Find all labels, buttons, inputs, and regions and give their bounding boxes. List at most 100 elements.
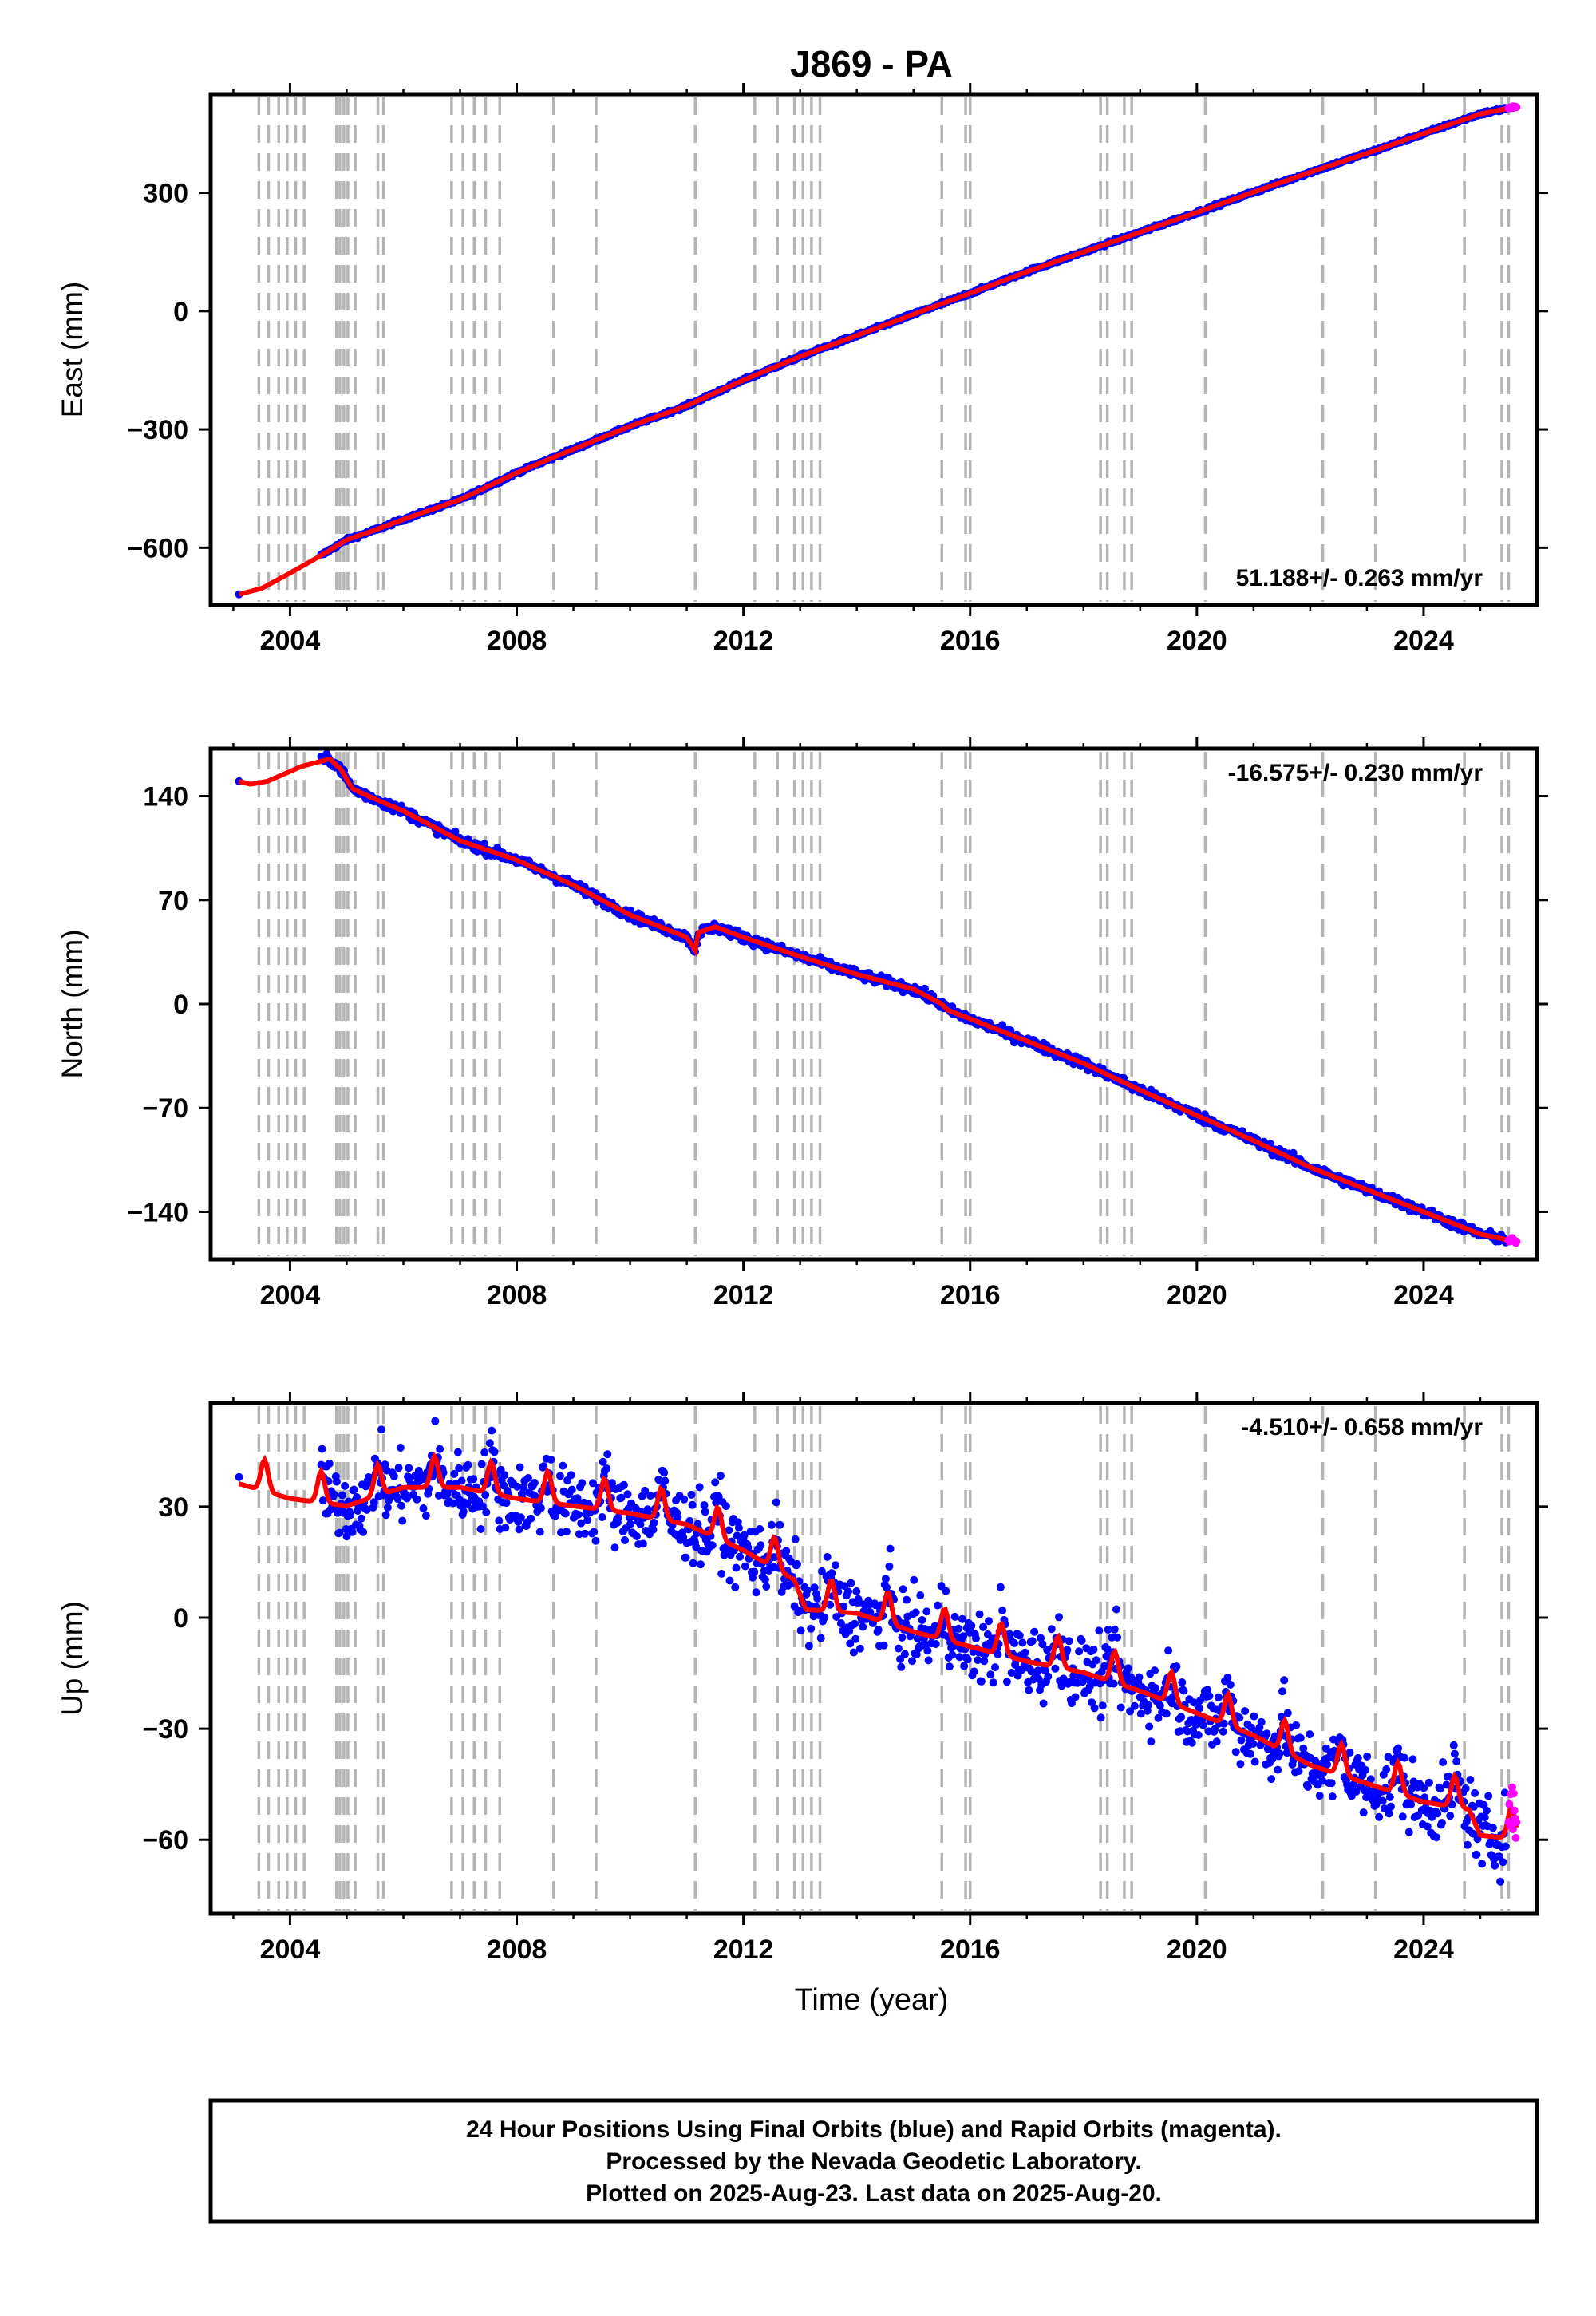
final-orbit-point (796, 1626, 805, 1635)
final-orbit-point (583, 1516, 592, 1524)
final-orbit-point (823, 1552, 832, 1561)
final-orbit-point (793, 1559, 801, 1568)
final-orbit-point (934, 1601, 942, 1610)
final-orbit-point (1267, 1775, 1276, 1784)
final-orbit-point (402, 1494, 411, 1503)
final-orbit-point (1452, 1757, 1461, 1765)
x-tick-label: 2008 (487, 1280, 547, 1310)
final-orbit-point (1112, 1605, 1120, 1614)
x-tick-label: 2012 (713, 626, 774, 656)
final-orbit-point (421, 1512, 430, 1520)
x-tick-label: 2012 (713, 1280, 774, 1310)
final-orbit-point (405, 1464, 413, 1472)
final-orbit-point (1199, 1721, 1207, 1729)
final-orbit-point (1126, 1707, 1135, 1716)
final-orbit-point (1283, 1709, 1292, 1717)
final-orbit-point (1089, 1645, 1098, 1654)
final-orbit-point (1178, 1678, 1187, 1686)
final-orbit-point (776, 1520, 784, 1529)
final-orbit-point (955, 1653, 964, 1662)
x-tick-label: 2012 (713, 1935, 774, 1965)
final-orbit-point (1250, 1757, 1259, 1766)
final-orbit-point (897, 1662, 906, 1671)
final-orbit-point (602, 1464, 611, 1473)
final-orbit-point (561, 1509, 570, 1518)
final-orbit-point (431, 1417, 440, 1425)
footer-line-3: Plotted on 2025-Aug-23. Last data on 202… (586, 2180, 1162, 2207)
final-orbit-point (998, 1607, 1007, 1614)
final-orbit-point (712, 1498, 721, 1507)
final-orbit-point (1280, 1676, 1289, 1685)
final-orbit-point (1211, 1725, 1219, 1733)
rapid-orbit-point (1512, 1818, 1521, 1827)
x-tick-label: 2008 (487, 1935, 547, 1965)
final-orbit-point (1501, 1842, 1510, 1851)
final-orbit-point (559, 1461, 567, 1470)
final-orbit-point (573, 1494, 582, 1503)
final-orbit-point (1250, 1712, 1258, 1721)
final-orbit-point (567, 1485, 576, 1494)
final-orbit-point (1433, 1809, 1442, 1818)
final-orbit-point (495, 1516, 504, 1525)
final-orbit-point (1478, 1860, 1487, 1868)
final-orbit-point (383, 1504, 392, 1512)
final-orbit-point (1219, 1727, 1227, 1736)
final-orbit-point (1037, 1634, 1045, 1642)
final-orbit-point (757, 1541, 765, 1550)
y-tick-label: 0 (173, 990, 188, 1020)
final-orbit-point (886, 1544, 895, 1553)
final-orbit-point (478, 1502, 487, 1511)
final-orbit-point (963, 1655, 972, 1664)
final-orbit-point (1268, 1755, 1277, 1764)
final-orbit-point (649, 1525, 658, 1534)
final-orbit-point (641, 1486, 650, 1495)
final-orbit-point (700, 1501, 709, 1509)
x-tick-label: 2016 (940, 1280, 1001, 1310)
final-orbit-point (338, 1491, 346, 1500)
final-orbit-point (535, 1528, 544, 1536)
final-orbit-point (516, 1463, 524, 1472)
final-orbit-point (1095, 1626, 1104, 1635)
final-orbit-point (1378, 1796, 1387, 1805)
final-orbit-point (1448, 1800, 1456, 1809)
x-tick-label: 2004 (260, 1935, 321, 1965)
final-orbit-point (580, 1529, 589, 1538)
final-orbit-point (1212, 1737, 1221, 1746)
final-orbit-point (916, 1591, 925, 1599)
final-orbit-point (661, 1476, 670, 1485)
final-orbit-point (1274, 1765, 1282, 1774)
final-orbit-point (1375, 1812, 1384, 1821)
x-tick-label: 2024 (1393, 1280, 1454, 1310)
final-orbit-point (502, 1499, 511, 1508)
final-orbit-point (650, 1519, 658, 1527)
final-orbit-point (770, 1553, 779, 1562)
final-orbit-point (954, 1624, 963, 1633)
final-orbit-point (318, 1445, 326, 1453)
final-orbit-point (1420, 1784, 1428, 1792)
final-orbit-point (1246, 1749, 1254, 1758)
final-orbit-point (646, 1492, 654, 1500)
y-tick-label: −600 (127, 533, 188, 563)
chart-title: J869 - PA (790, 43, 953, 85)
final-orbit-point (393, 1495, 402, 1504)
final-orbit-point (1152, 1684, 1160, 1693)
final-orbit-point (913, 1634, 922, 1643)
final-orbit-point (610, 1543, 619, 1552)
rapid-orbit-points (1504, 1783, 1521, 1842)
final-orbit-point (1116, 1703, 1125, 1712)
final-orbit-point (1051, 1664, 1060, 1673)
final-orbit-point (959, 1632, 967, 1641)
final-orbit-point (945, 1662, 954, 1671)
final-orbit-point (817, 1567, 826, 1575)
final-orbit-point (1025, 1686, 1033, 1694)
final-orbit-point (899, 1585, 907, 1594)
final-orbit-point (567, 1471, 575, 1480)
final-orbit-point (980, 1657, 989, 1666)
final-orbit-point (960, 1662, 969, 1670)
final-orbit-point (419, 1504, 428, 1512)
final-orbit-point (480, 840, 489, 848)
final-orbit-point (1151, 1666, 1159, 1675)
final-orbit-point (849, 1648, 858, 1657)
final-orbit-point (1318, 1777, 1327, 1785)
final-orbit-point (734, 1524, 743, 1532)
